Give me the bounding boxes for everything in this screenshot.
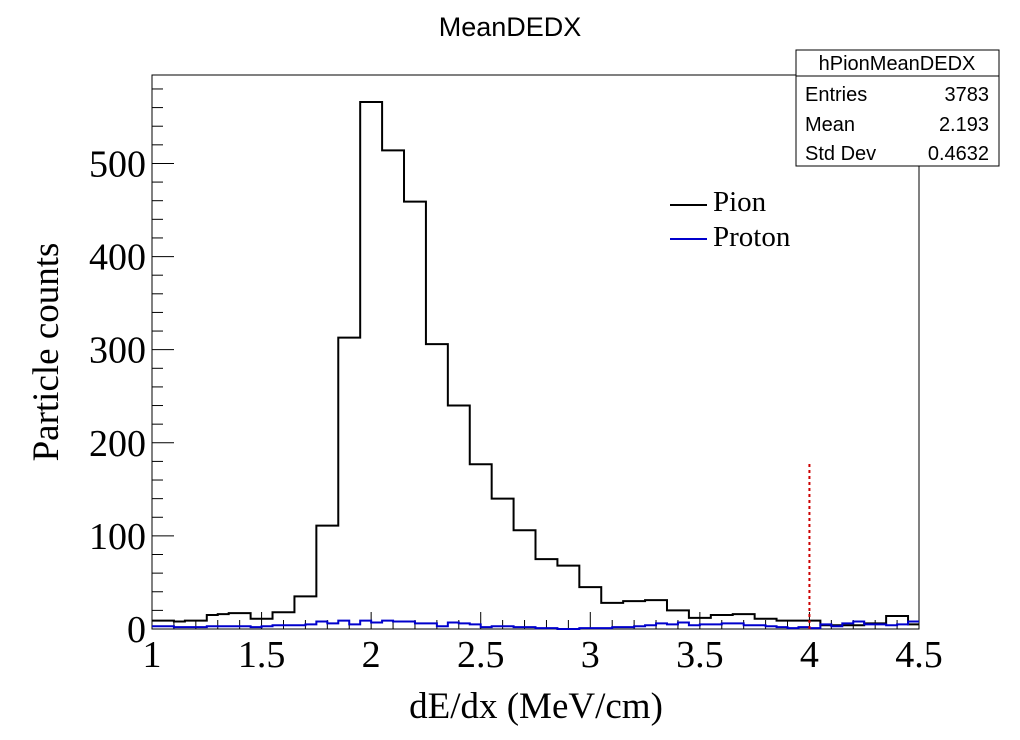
- stats-stddev-value: 0.4632: [928, 143, 989, 165]
- y-tick-label: 200: [89, 423, 146, 465]
- stats-mean-label: Mean: [805, 114, 855, 136]
- stats-entries-value: 3783: [945, 84, 990, 106]
- x-tick-label: 1: [143, 634, 162, 676]
- series-layer: [152, 101, 919, 630]
- x-tick-label: 2.5: [457, 634, 505, 676]
- x-tick-label: 3.5: [676, 634, 724, 676]
- stats-box: hPionMeanDEDX Entries 3783 Mean 2.193 St…: [795, 49, 1000, 167]
- series-pion-step: [152, 101, 919, 627]
- chart-title: MeanDEDX: [439, 12, 582, 42]
- legend-label-proton: Proton: [713, 221, 791, 253]
- y-tick-label: 100: [89, 516, 146, 558]
- y-tick-label: 500: [89, 143, 146, 185]
- x-tick-label: 4: [800, 634, 819, 676]
- x-axis-ticks: 1 1.5 2 2.5 3 3.5 4 4.5: [143, 612, 943, 676]
- x-tick-label: 3: [581, 634, 600, 676]
- stats-stddev-label: Std Dev: [805, 143, 876, 165]
- y-tick-label: 0: [127, 609, 146, 651]
- y-tick-label: 300: [89, 330, 146, 372]
- legend-label-pion: Pion: [713, 186, 767, 218]
- stats-entries-label: Entries: [805, 84, 867, 106]
- y-axis-ticks: 0 100 200 300 400 500: [89, 88, 174, 651]
- stats-mean-value: 2.193: [939, 114, 989, 136]
- x-tick-label: 1.5: [238, 634, 286, 676]
- x-tick-label: 4.5: [895, 634, 943, 676]
- stats-box-name: hPionMeanDEDX: [819, 53, 976, 75]
- stats-box-frame: [795, 49, 1000, 167]
- y-tick-label: 400: [89, 237, 146, 279]
- y-axis-label: Particle counts: [26, 243, 67, 462]
- x-tick-label: 2: [362, 634, 381, 676]
- series-proton-step: [152, 619, 919, 630]
- x-axis-label: dE/dx (MeV/cm): [409, 686, 663, 727]
- legend: Pion Proton: [670, 186, 791, 253]
